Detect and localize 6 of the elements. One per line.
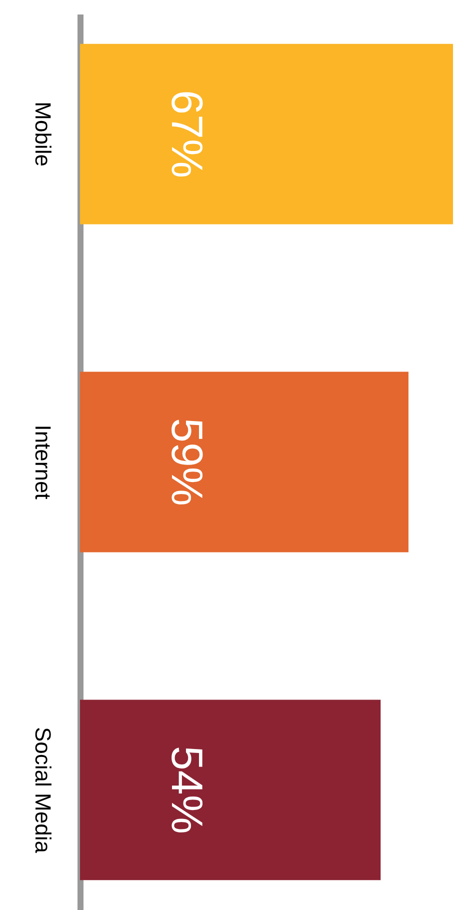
y-tick-label: Social Media <box>30 726 56 854</box>
data-label: 54% <box>162 746 211 834</box>
y-tick-label: Mobile <box>30 102 56 166</box>
data-label: 59% <box>162 418 211 506</box>
y-tick-label: Internet <box>30 424 56 500</box>
data-label: 67% <box>162 90 211 178</box>
